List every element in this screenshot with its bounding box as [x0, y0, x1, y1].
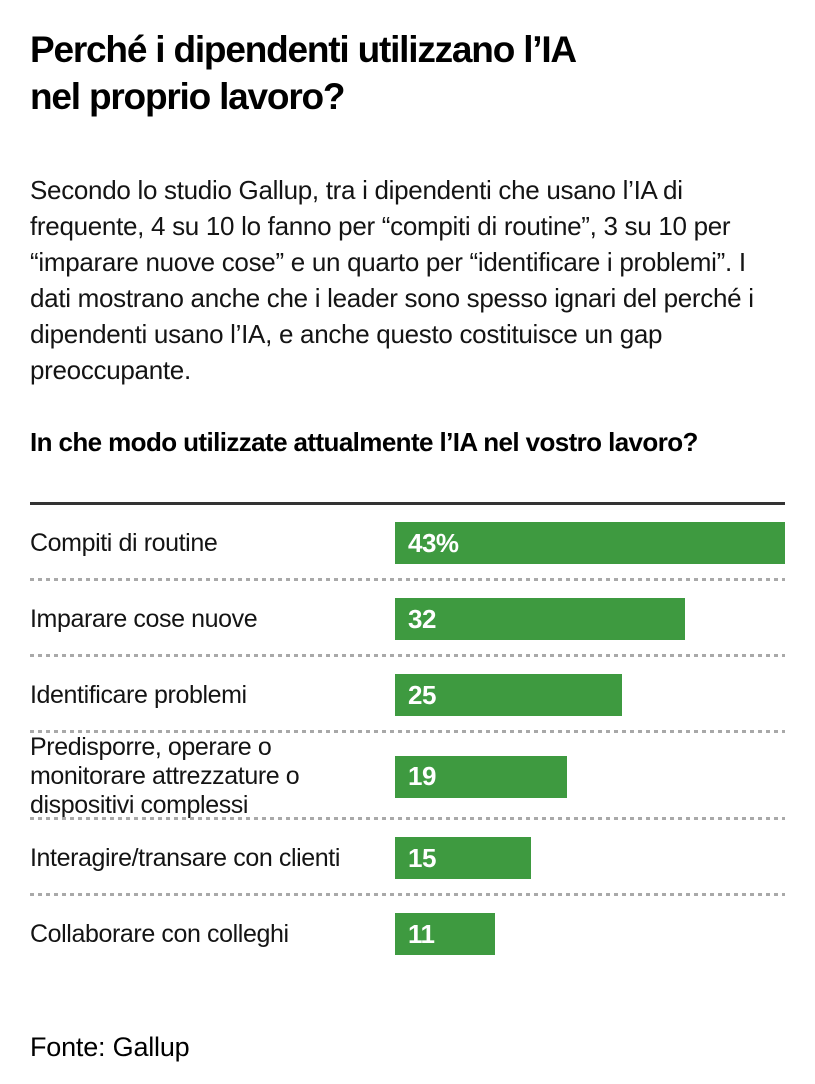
bar-value-label: 19: [408, 761, 436, 791]
bar-row-label: Collaborare con colleghi: [30, 919, 289, 948]
bar-value-label: 32: [408, 603, 436, 634]
bar: 15: [395, 837, 532, 879]
bar-row-label: Imparare cose nuove: [30, 604, 258, 633]
bar-value-label: 11: [408, 918, 435, 949]
bar-row-label: Identificare problemi: [30, 680, 247, 709]
source-credit: Fonte: Gallup: [30, 1032, 190, 1062]
bar-track: 32: [395, 598, 785, 640]
bar-value-label: 43%: [408, 527, 459, 558]
page-title: Perché i dipendenti utilizzano l’IA nel …: [30, 29, 577, 117]
bar-row-label: Compiti di routine: [30, 528, 218, 557]
bar-value-label: 15: [408, 842, 436, 873]
bar-track: 25: [395, 674, 785, 716]
chart-question: In che modo utilizzate attualmente l’IA …: [30, 427, 698, 457]
bar-row-label: Interagire/transare con clienti: [30, 843, 340, 872]
bar: 43%: [395, 522, 785, 564]
bar-track: 43%: [395, 522, 785, 564]
bar-value-label: 25: [408, 679, 436, 710]
bar-track: 15: [395, 837, 785, 879]
bar: 11: [395, 913, 495, 955]
bar-row-label: Predisporre, operare o monitorare attrez…: [30, 733, 300, 819]
bar-chart: Compiti di routine 43% Imparare cose nuo…: [30, 502, 785, 972]
chart-row: Identificare problemi 25: [30, 657, 785, 733]
intro-paragraph: Secondo lo studio Gallup, tra i dipenden…: [30, 175, 754, 385]
chart-row: Predisporre, operare o monitorare attrez…: [30, 733, 785, 820]
bar-track: 11: [395, 913, 785, 955]
bar-track: 19: [395, 755, 785, 798]
bar: 19: [395, 755, 568, 798]
chart-row: Imparare cose nuove 32: [30, 581, 785, 657]
chart-row: Interagire/transare con clienti 15: [30, 820, 785, 896]
bar: 32: [395, 598, 686, 640]
chart-row: Collaborare con colleghi 11: [30, 896, 785, 972]
chart-row: Compiti di routine 43%: [30, 505, 785, 581]
bar: 25: [395, 674, 622, 716]
chart-rows: Compiti di routine 43% Imparare cose nuo…: [30, 505, 785, 972]
